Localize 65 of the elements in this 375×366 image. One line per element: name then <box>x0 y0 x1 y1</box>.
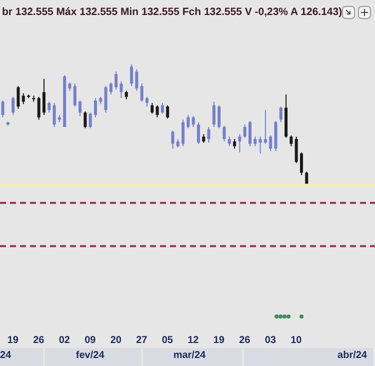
candlestick <box>48 101 51 114</box>
x-tick-label: 20 <box>110 335 122 346</box>
candlestick <box>171 130 174 150</box>
candlestick <box>218 104 221 129</box>
candlestick <box>130 64 134 87</box>
candlestick <box>73 83 76 108</box>
candlestick <box>109 82 112 95</box>
candlestick <box>290 134 293 147</box>
candlestick <box>305 171 308 186</box>
candlestick <box>222 125 226 142</box>
candlestick <box>238 134 242 153</box>
candlestick <box>12 96 15 116</box>
x-tick-label: 26 <box>239 335 251 346</box>
candlestick <box>264 110 267 144</box>
candlestick <box>135 68 138 92</box>
candlestick <box>196 122 200 144</box>
candlestick <box>114 71 118 90</box>
candlestick <box>166 104 170 120</box>
candlestick <box>258 136 262 154</box>
x-tick-label: 26 <box>33 335 45 346</box>
chart-title: br 132.555 Máx 132.555 Min 132.555 Fch 132.555 V -0,23% A 126.143) <box>2 6 342 18</box>
candlestick <box>140 83 144 102</box>
candlestick <box>120 80 123 99</box>
x-tick-label: 12 <box>188 335 200 346</box>
candlestick <box>269 134 272 152</box>
candlestick <box>294 136 298 164</box>
candlestick <box>279 106 282 123</box>
x-tick-label: 09 <box>84 335 96 346</box>
x-tick-label: 10 <box>290 335 302 346</box>
candlestick <box>88 112 92 129</box>
candlestick <box>233 138 236 150</box>
candlestick <box>254 136 257 147</box>
candlestick <box>243 124 246 138</box>
candlestick <box>212 101 216 128</box>
candlestick <box>94 98 97 118</box>
text: 24 <box>0 348 44 366</box>
candlestick <box>160 102 164 114</box>
x-tick-label: 27 <box>136 335 148 346</box>
candlestick <box>207 126 210 144</box>
x-tick-label: 05 <box>162 335 174 346</box>
candlestick <box>16 86 20 110</box>
candlestick <box>1 100 4 118</box>
candlestick <box>104 86 108 114</box>
candlestick <box>156 104 159 118</box>
x-tick-label: 02 <box>58 335 70 346</box>
candlestick <box>150 102 154 114</box>
candlestick <box>145 96 148 108</box>
x-tick-label: 19 <box>7 335 19 346</box>
candlestick <box>84 110 87 129</box>
candlestick <box>42 78 46 116</box>
candlestick <box>300 152 303 176</box>
candlestick <box>78 100 82 117</box>
text: fev/24 <box>45 348 142 366</box>
candlestick <box>186 114 190 129</box>
text: mar/24 <box>143 348 242 366</box>
text: abr/24 <box>244 348 373 366</box>
candlestick <box>248 120 252 147</box>
candlestick <box>37 96 40 120</box>
candlestick <box>192 116 195 128</box>
candlestick <box>228 136 231 147</box>
candlestick <box>182 119 185 147</box>
candlestick <box>52 102 56 128</box>
x-tick-label: 03 <box>264 335 276 346</box>
x-tick-label: 19 <box>213 335 225 346</box>
candlestick <box>22 92 25 105</box>
